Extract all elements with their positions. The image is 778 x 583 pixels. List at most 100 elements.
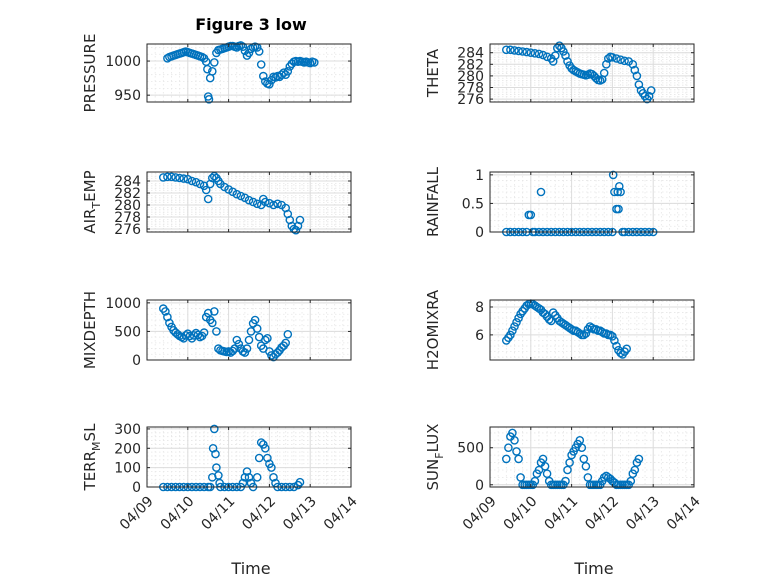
y-tick-label: 284 bbox=[114, 174, 141, 190]
data-point bbox=[279, 68, 289, 77]
subplot-sun-flux: 0 500 04/09 04/10 04/11 04/12 04/13 04/14 SUNFLU… bbox=[424, 424, 704, 534]
data-point bbox=[542, 52, 552, 62]
data-point bbox=[240, 472, 250, 482]
y-tick-label: 282 bbox=[457, 57, 484, 73]
x-tick-label: 04/10 bbox=[158, 493, 198, 533]
data-point bbox=[599, 68, 609, 78]
data-point bbox=[526, 48, 536, 58]
data-point bbox=[269, 472, 278, 482]
subplot-terr-msl: 0 100 200 300 04/09 04/10 04/11 04/12 04/13 04/14… bbox=[81, 422, 361, 533]
data-point bbox=[305, 58, 315, 68]
data-point bbox=[613, 187, 623, 197]
data-point bbox=[236, 191, 246, 201]
axes-frame bbox=[146, 426, 352, 488]
x-axis-label-right: Time bbox=[573, 559, 613, 578]
y-tick-label: 100 bbox=[114, 461, 141, 477]
data-point bbox=[179, 174, 188, 183]
y-axis-label: SUNFLUX bbox=[424, 424, 446, 491]
data-point bbox=[232, 189, 242, 199]
data-point bbox=[616, 348, 625, 358]
y-tick-label: 0 bbox=[132, 480, 141, 496]
data-point bbox=[630, 65, 640, 75]
data-point bbox=[242, 344, 252, 353]
axes-frame bbox=[489, 171, 695, 233]
data-point bbox=[644, 91, 654, 101]
data-point bbox=[514, 454, 523, 464]
y-tick-label: 6 bbox=[475, 328, 484, 344]
data-point bbox=[608, 170, 618, 180]
axes-frame bbox=[489, 43, 695, 103]
data-point bbox=[295, 477, 305, 487]
data-point bbox=[260, 443, 270, 453]
y-tick-label: 278 bbox=[114, 210, 141, 226]
x-tick-label: 04/13 bbox=[280, 493, 320, 533]
data-point bbox=[506, 330, 515, 340]
data-point bbox=[252, 199, 262, 209]
data-point bbox=[522, 301, 532, 310]
data-point bbox=[260, 197, 270, 207]
x-tick-label: 04/12 bbox=[239, 493, 279, 533]
data-point bbox=[263, 333, 272, 343]
y-tick-label: 278 bbox=[457, 81, 484, 97]
data-point bbox=[551, 51, 560, 60]
data-point bbox=[512, 447, 521, 456]
x-tick-label: 04/14 bbox=[664, 493, 704, 533]
data-point bbox=[506, 45, 515, 55]
data-point bbox=[161, 307, 170, 316]
y-tick-label: 1 bbox=[475, 168, 484, 184]
data-point bbox=[252, 472, 262, 482]
data-point bbox=[646, 86, 656, 95]
y-tick-label: 282 bbox=[114, 186, 141, 202]
axes-frame bbox=[489, 299, 695, 361]
data-point bbox=[518, 47, 527, 56]
y-axis-label: H2OMIXRA bbox=[424, 289, 442, 370]
data-point bbox=[256, 438, 266, 447]
y-axis-label: AIRTEMP bbox=[81, 170, 103, 233]
y-tick-label: 280 bbox=[457, 69, 484, 85]
y-axis-label: RAINFALL bbox=[424, 166, 442, 237]
data-point bbox=[260, 335, 270, 345]
subplot-h2omixra: 6 8 H2OMIXRA bbox=[424, 289, 695, 370]
y-tick-label: 950 bbox=[114, 88, 141, 104]
data-point bbox=[536, 187, 546, 197]
x-tick-label: 04/12 bbox=[582, 493, 622, 533]
data-point bbox=[548, 57, 558, 66]
data-point bbox=[204, 95, 214, 104]
data-point bbox=[534, 49, 544, 59]
data-point bbox=[263, 453, 272, 463]
data-point bbox=[510, 322, 519, 331]
axes-frame bbox=[489, 426, 695, 488]
data-point bbox=[504, 443, 513, 453]
data-point bbox=[579, 454, 589, 464]
subplot-mixdepth: 0 500 1000 MIXDEPTH bbox=[81, 291, 352, 369]
y-tick-label: 280 bbox=[114, 198, 141, 214]
data-point bbox=[211, 449, 220, 459]
y-tick-label: 300 bbox=[114, 422, 141, 438]
y-tick-label: 0 bbox=[475, 478, 484, 494]
data-point bbox=[602, 60, 611, 69]
data-point bbox=[565, 458, 574, 467]
data-point bbox=[522, 47, 532, 57]
data-point bbox=[265, 80, 274, 89]
data-point bbox=[608, 53, 617, 62]
data-point bbox=[508, 428, 517, 438]
data-point bbox=[612, 341, 621, 351]
y-tick-label: 1000 bbox=[105, 296, 141, 312]
data-point bbox=[267, 463, 276, 472]
data-point bbox=[199, 328, 209, 337]
y-axis-label: PRESSURE bbox=[81, 34, 99, 113]
y-tick-label: 0 bbox=[475, 225, 484, 241]
data-point bbox=[209, 307, 219, 316]
data-point bbox=[616, 187, 625, 197]
data-point bbox=[201, 185, 211, 195]
data-point bbox=[273, 348, 282, 357]
data-point bbox=[205, 73, 215, 83]
data-point bbox=[254, 453, 264, 463]
data-point bbox=[295, 215, 305, 225]
data-point bbox=[203, 194, 213, 204]
y-tick-label: 276 bbox=[114, 222, 141, 238]
data-point bbox=[269, 200, 278, 210]
y-tick-label: 8 bbox=[475, 300, 484, 316]
